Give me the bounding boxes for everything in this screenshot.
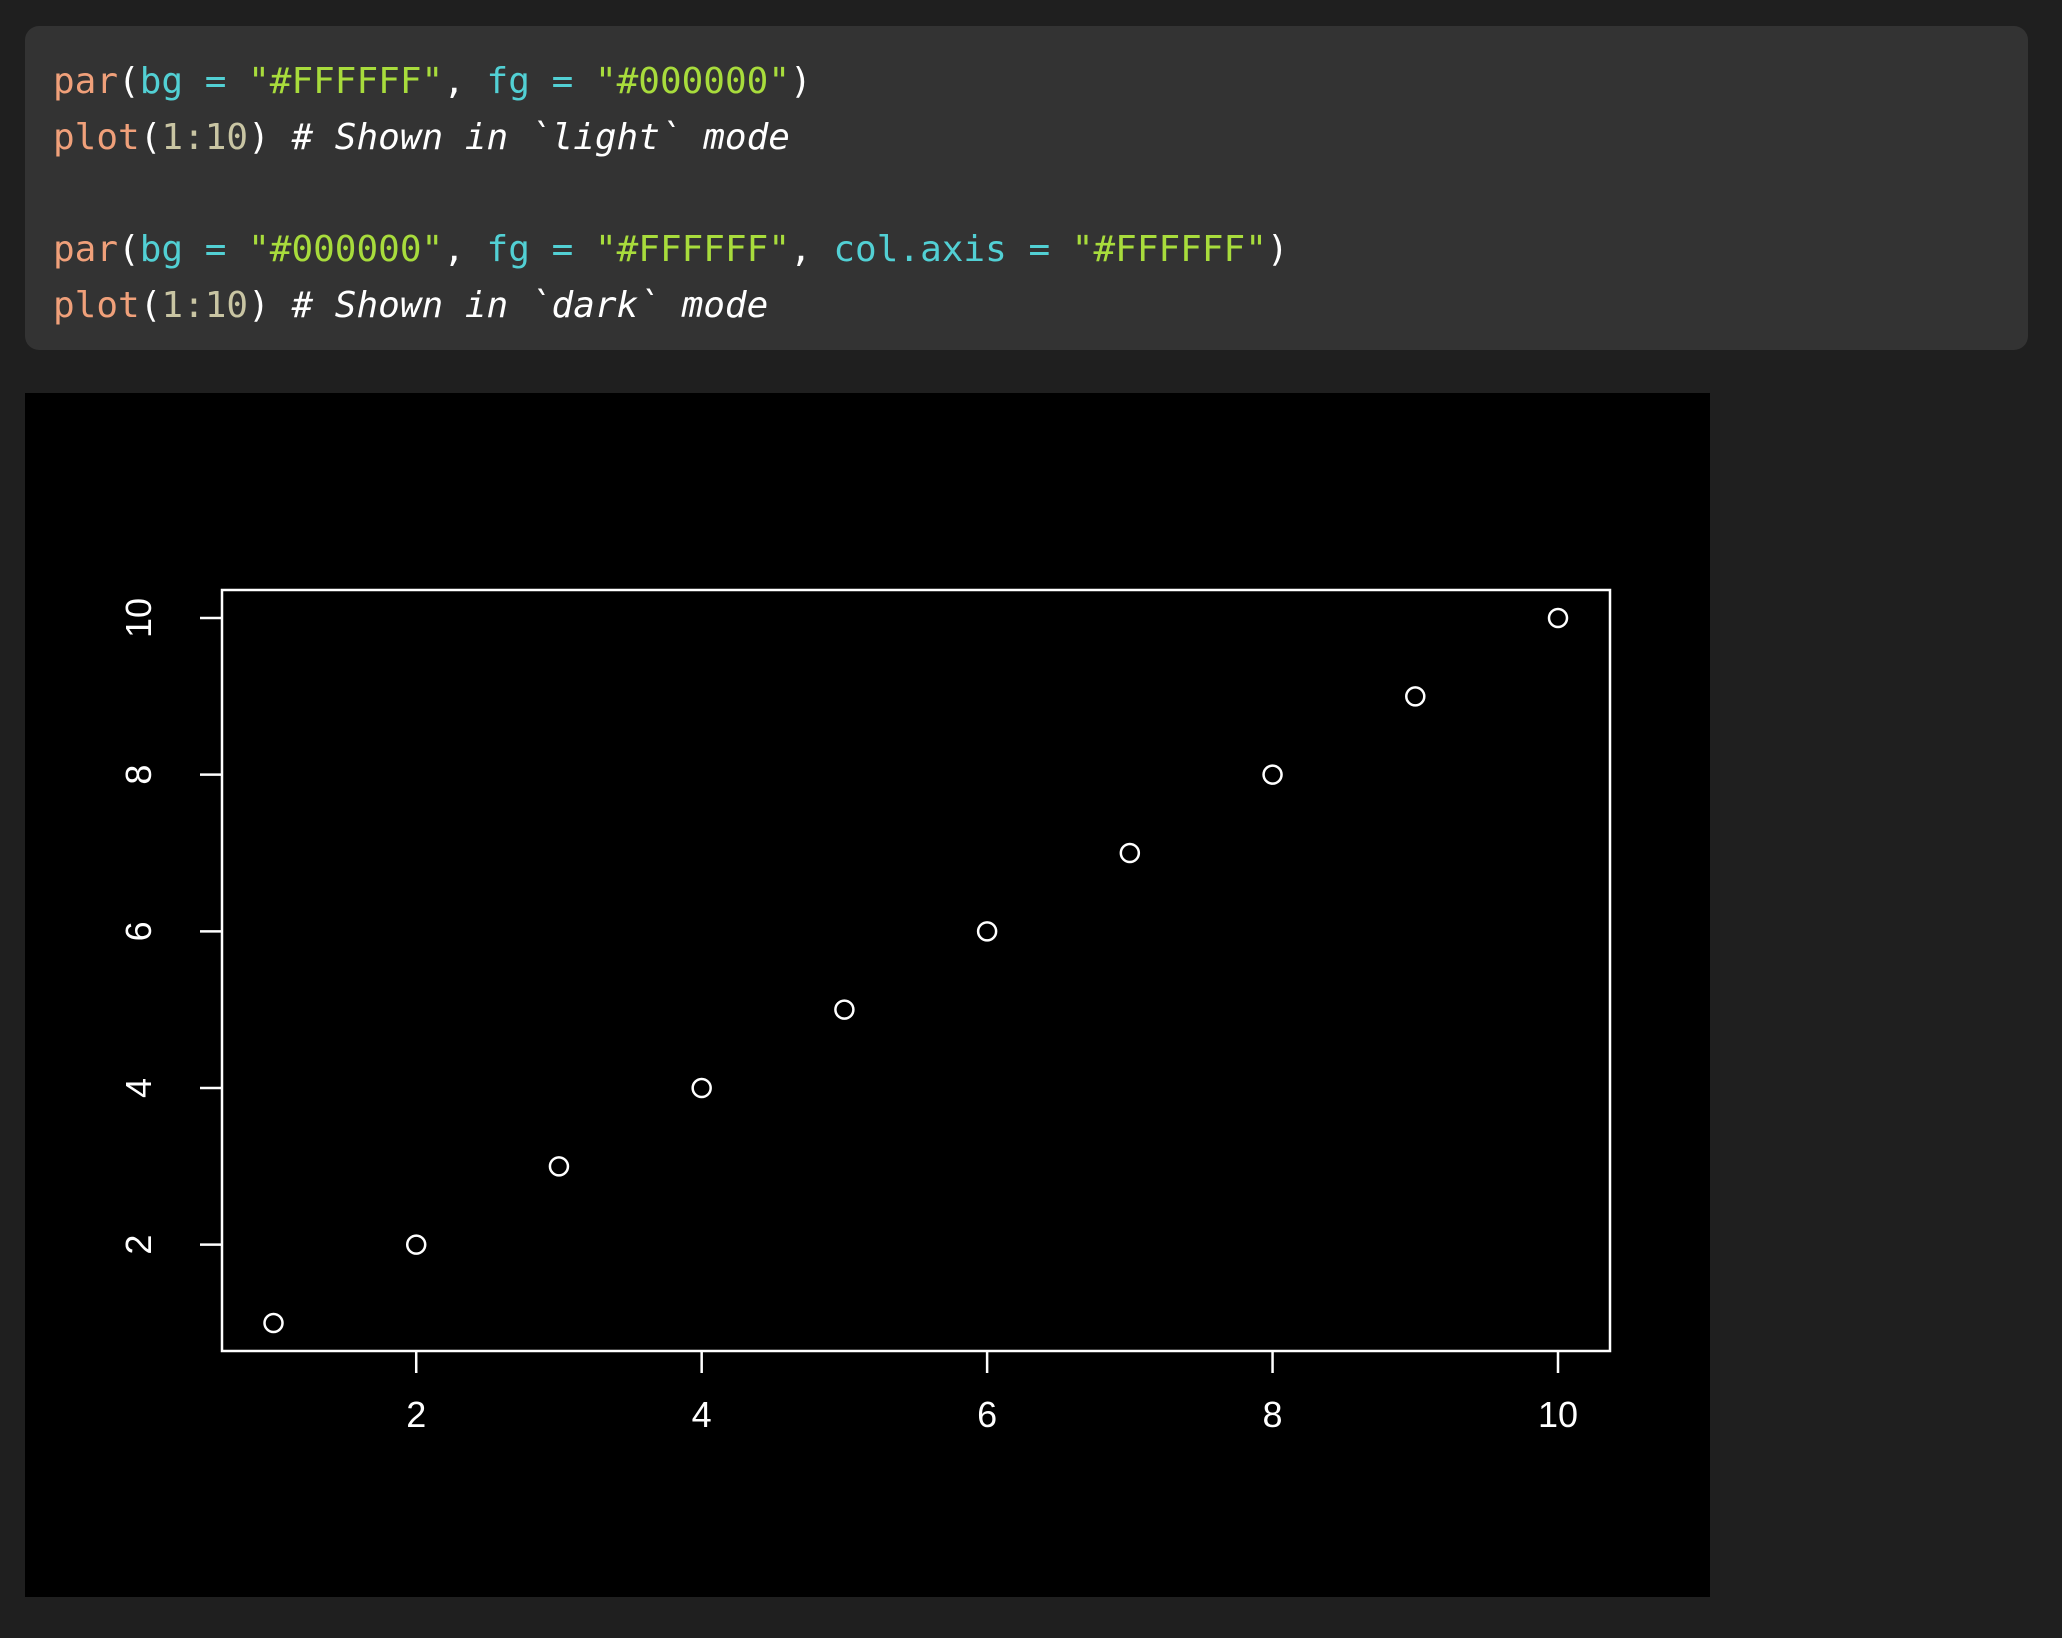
code-token: "#000000" [594,61,791,102]
code-line: plot(1:10) # Shown in `dark` mode [53,278,2028,334]
data-point [405,1234,427,1255]
code-token: = [529,61,595,102]
code-block: par(bg = "#FFFFFF", fg = "#000000") plot(… [25,26,2028,350]
code-line: plot(1:10) # Shown in `light` mode [53,110,2028,166]
x-tick-label: 6 [977,1394,997,1435]
code-token: bg [139,61,184,102]
code-token: ) [1266,229,1289,270]
code-token: # Shown in `light` mode [291,117,790,158]
y-tick-label: 6 [118,921,159,941]
code-token: bg [139,229,184,270]
code-token: ) [248,285,292,326]
code-token: "#FFFFFF" [1071,229,1267,270]
code-token: ( [118,61,140,102]
code-token: "#000000" [248,229,444,270]
data-point [1119,842,1141,864]
data-point [834,999,855,1020]
code-token: = [529,229,595,270]
y-tick-label: 8 [118,765,159,785]
code-token: "#FFFFFF" [248,61,444,102]
code-token: par [53,229,119,270]
plot-frame [220,588,1612,1353]
scatter-chart: 2 4 6 8 10 2 4 6 8 10 [118,588,1612,1435]
code-token: ( [139,285,162,326]
code-token: ( [118,229,140,270]
data-point [1405,686,1426,707]
y-tick-label: 10 [118,598,159,638]
code-token: "#FFFFFF" [594,229,791,270]
x-tick-label: 8 [1263,1394,1283,1435]
code-token: = [183,229,249,270]
y-tick-label: 4 [118,1078,159,1098]
code-line: par(bg = "#FFFFFF", fg = "#000000") [53,54,2028,110]
code-token: ) [790,61,812,102]
code-token: , [443,229,487,270]
data-point [263,1312,284,1334]
code-token: par [53,61,119,102]
x-tick-label: 2 [406,1394,426,1435]
code-token: = [183,61,249,102]
data-point [1547,607,1569,629]
code-token: plot [53,117,140,158]
data-point [548,1156,570,1177]
y-tick-label: 2 [118,1235,159,1255]
data-point [1262,764,1283,785]
code-line: par(bg = "#000000", fg = "#FFFFFF", col.… [53,222,2028,278]
code-token: plot [53,285,140,326]
code-token: fg [486,229,530,270]
data-point [976,921,998,942]
x-tick-label: 4 [692,1394,712,1435]
code-token: fg [486,61,530,102]
code-line [53,166,2028,222]
code-token: 1:10 [161,285,249,326]
code-token: ( [139,117,162,158]
code-token: , [443,61,487,102]
code-token: , [790,229,834,270]
plot-panel: 2 4 6 8 10 2 4 6 8 10 [25,393,1710,1597]
code-token: ) [248,117,292,158]
code-token: col.axis [833,229,1007,270]
code-token: = [1006,229,1072,270]
data-point [691,1077,712,1099]
x-tick-label: 10 [1538,1394,1578,1435]
code-token: # Shown in `dark` mode [291,285,769,326]
code-token: 1:10 [161,117,249,158]
